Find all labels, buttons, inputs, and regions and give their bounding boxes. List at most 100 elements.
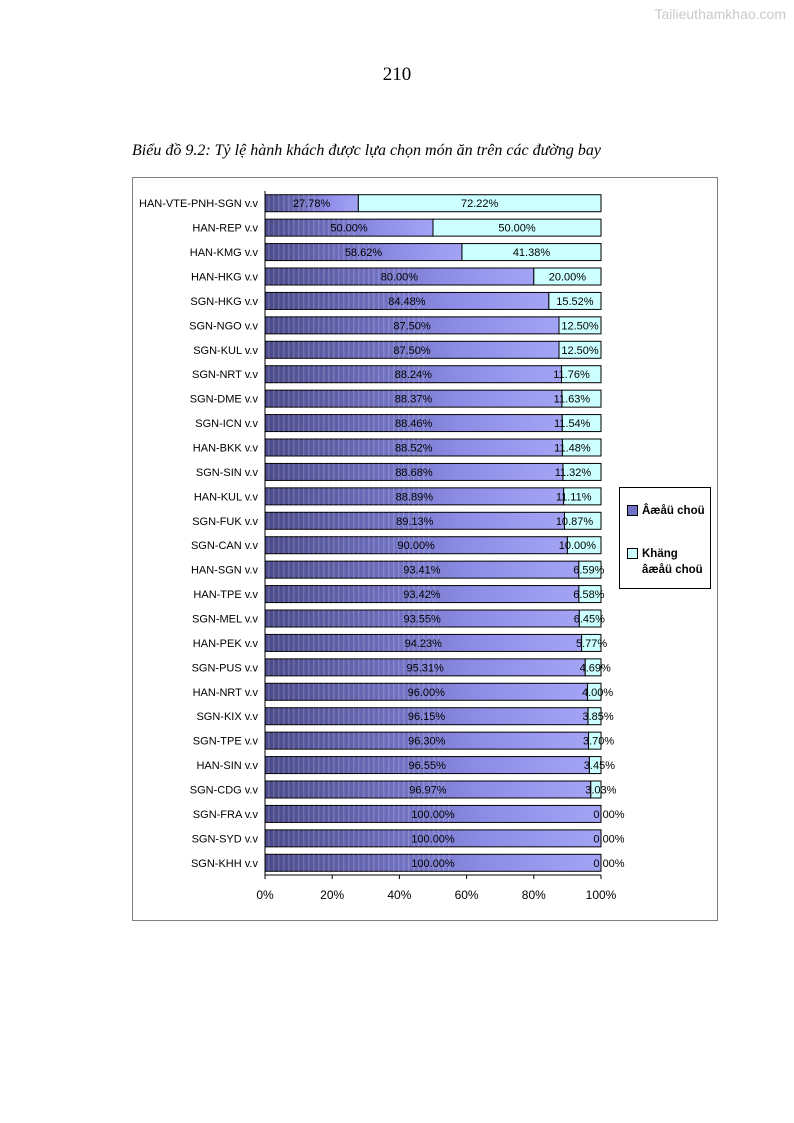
bar-series-1-texture: [265, 341, 427, 359]
bar-series-2: [563, 487, 602, 506]
data-label-series-2: 50.00%: [498, 223, 536, 235]
bar-series-1-texture: [265, 756, 444, 774]
data-label-series-2: 6.59%: [573, 565, 604, 577]
data-label-series-2: 5.77%: [576, 638, 607, 650]
legend-swatch-series-1: [627, 505, 638, 516]
data-label-series-1: 88.46%: [395, 418, 433, 430]
data-label-series-2: 4.00%: [582, 687, 613, 699]
data-label-series-1: 96.55%: [409, 760, 447, 772]
data-label-series-1: 96.15%: [408, 711, 446, 723]
legend-item-series-2: Khäng âæåü choü: [627, 546, 708, 578]
bar-series-1-texture: [265, 390, 429, 408]
bar-series-2: [563, 511, 602, 530]
bar-series-2: [357, 194, 602, 213]
category-label: SGN-PUS v.v: [192, 662, 259, 674]
legend-label-series-1: Âæåü choü: [642, 505, 705, 517]
data-label-series-1: 88.68%: [395, 467, 433, 479]
x-tick-label: 60%: [455, 888, 479, 902]
data-label-series-2: 12.50%: [561, 345, 599, 357]
data-label-series-1: 93.55%: [404, 614, 442, 626]
category-label: SGN-KHH v.v: [191, 858, 259, 870]
data-label-series-2: 41.38%: [513, 247, 551, 259]
bar-series-2: [590, 780, 602, 799]
bar-series-2: [560, 365, 602, 384]
data-label-series-2: 6.45%: [574, 614, 605, 626]
bar-series-2: [587, 707, 602, 726]
data-label-series-1: 88.24%: [395, 369, 433, 381]
bar-series-1-texture: [265, 732, 443, 750]
data-label-series-2: 4.69%: [580, 662, 611, 674]
bar-series-1-texture: [265, 512, 430, 530]
data-label-series-2: 3.85%: [582, 711, 613, 723]
bar-series-1-texture: [265, 634, 440, 652]
bar-series-1-texture: [265, 781, 445, 798]
data-label-series-2: 3.45%: [584, 760, 615, 772]
bar-series-1-texture: [265, 292, 422, 310]
bar-series-1-texture: [265, 707, 443, 725]
data-label-series-2: 10.00%: [559, 540, 597, 552]
data-label-series-2: 11.76%: [553, 369, 590, 381]
data-label-series-2: 11.32%: [555, 467, 592, 479]
data-label-series-2: 10.87%: [556, 516, 594, 528]
x-tick-label: 100%: [586, 888, 617, 902]
category-label: HAN-KMG v.v: [190, 247, 259, 259]
category-label: HAN-BKK v.v: [193, 443, 259, 455]
bar-series-2: [561, 438, 602, 457]
category-label: SGN-KIX v.v: [196, 711, 258, 723]
data-label-series-2: 0.00%: [593, 809, 624, 821]
category-label: SGN-CAN v.v: [191, 540, 259, 552]
bar-series-2: [558, 316, 602, 335]
bar-series-2: [561, 414, 602, 433]
bar-series-1-texture: [265, 243, 374, 261]
data-label-series-1: 96.30%: [408, 736, 446, 748]
data-label-series-1: 90.00%: [398, 540, 436, 552]
chart-caption: Biểu đồ 9.2: Tỷ lệ hành khách được lựa c…: [132, 142, 601, 159]
category-label: SGN-FRA v.v: [193, 809, 259, 821]
data-label-series-1: 27.78%: [293, 198, 331, 210]
data-label-series-1: 94.23%: [405, 638, 443, 650]
bar-series-1-texture: [265, 610, 438, 627]
category-label: HAN-REP v.v: [192, 223, 258, 235]
bar-series-1-texture: [265, 805, 450, 823]
watermark: Tailieuthamkhao.com: [654, 6, 786, 22]
category-label: HAN-PEK v.v: [193, 638, 259, 650]
bar-series-1-texture: [265, 585, 438, 603]
category-label: SGN-KUL v.v: [193, 345, 258, 357]
bar-series-2: [588, 756, 602, 775]
data-label-series-2: 11.54%: [554, 418, 591, 430]
bar-series-2: [566, 536, 602, 555]
category-label: SGN-ICN v.v: [195, 418, 258, 430]
data-label-series-1: 100.00%: [411, 858, 455, 870]
x-tick-label: 80%: [522, 888, 546, 902]
category-label: HAN-VTE-PNH-SGN v.v: [139, 198, 258, 210]
data-label-series-1: 89.13%: [396, 516, 434, 528]
legend-label-series-2: Khäng âæåü choü: [642, 548, 703, 576]
bar-series-1-texture: [265, 829, 450, 847]
data-label-series-1: 50.00%: [330, 223, 368, 235]
data-label-series-2: 3.70%: [583, 736, 614, 748]
chart-legend: Âæåü choü Khäng âæåü choü: [619, 487, 711, 589]
x-tick-label: 20%: [320, 888, 344, 902]
category-label: HAN-NRT v.v: [193, 687, 259, 699]
bar-series-1-texture: [265, 414, 429, 432]
data-label-series-2: 3.03%: [585, 785, 616, 797]
category-label: HAN-SIN v.v: [196, 760, 258, 772]
category-label: SGN-DME v.v: [190, 394, 259, 406]
bar-series-1-texture: [265, 365, 429, 383]
data-label-series-1: 58.62%: [345, 247, 383, 259]
bar-series-1-texture: [265, 561, 438, 579]
bar-series-1-texture: [265, 439, 429, 456]
data-label-series-2: 20.00%: [549, 272, 587, 284]
x-tick-label: 40%: [387, 888, 411, 902]
data-label-series-2: 12.50%: [561, 320, 599, 332]
bar-series-1-texture: [265, 316, 427, 334]
data-label-series-1: 100.00%: [411, 809, 455, 821]
category-label: SGN-NRT v.v: [192, 369, 259, 381]
x-tick-label: 0%: [256, 888, 274, 902]
data-label-series-1: 88.52%: [395, 443, 433, 455]
bar-series-2: [581, 633, 602, 652]
category-label: HAN-KUL v.v: [194, 491, 259, 503]
data-label-series-2: 0.00%: [593, 833, 624, 845]
bar-series-1-texture: [265, 658, 442, 676]
category-label: SGN-HKG v.v: [190, 296, 258, 308]
